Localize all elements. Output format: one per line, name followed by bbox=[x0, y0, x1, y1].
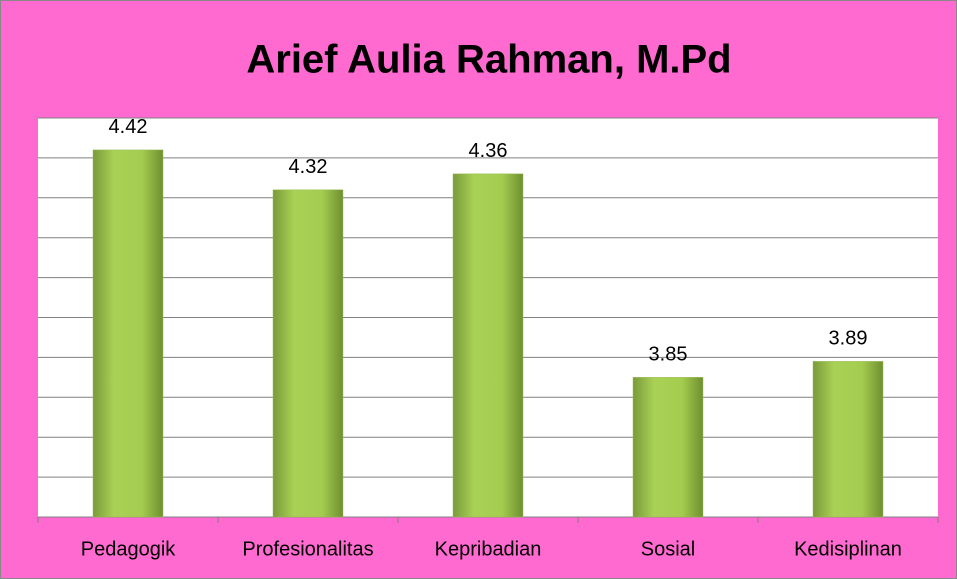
bar bbox=[452, 173, 524, 518]
data-label: 4.36 bbox=[469, 140, 508, 162]
data-label: 4.42 bbox=[109, 116, 148, 138]
data-label: 3.89 bbox=[829, 328, 868, 350]
x-tick-label: Sosial bbox=[641, 538, 695, 560]
x-tick-label: Profesionalitas bbox=[242, 538, 373, 560]
x-tick-label: Kepribadian bbox=[435, 538, 542, 560]
bar bbox=[272, 189, 344, 518]
bar bbox=[92, 149, 164, 518]
bar bbox=[632, 377, 704, 518]
data-label: 3.85 bbox=[649, 344, 688, 366]
data-label: 4.32 bbox=[289, 156, 328, 178]
x-tick-label: Kedisiplinan bbox=[794, 538, 902, 560]
bar bbox=[812, 361, 884, 518]
chart-title: Arief Aulia Rahman, M.Pd bbox=[246, 38, 731, 82]
x-tick-label: Pedagogik bbox=[81, 538, 177, 560]
